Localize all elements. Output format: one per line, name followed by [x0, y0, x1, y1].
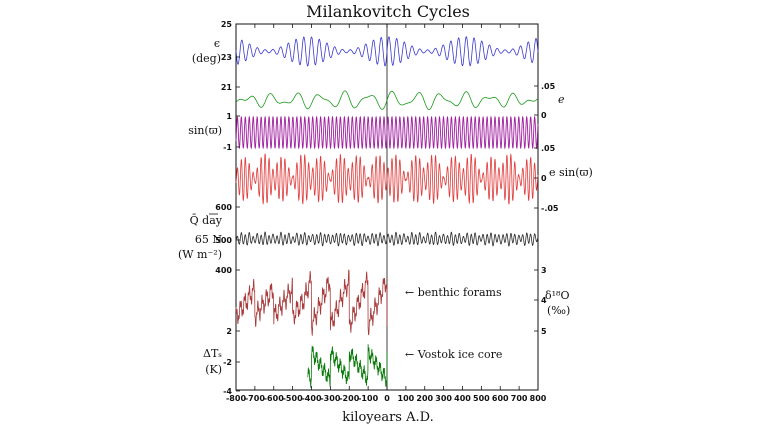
benthic-right-tick-label: 3	[541, 266, 547, 275]
obliquity-unit-label: (deg)	[192, 52, 221, 65]
esinw-right-tick-label: 0	[541, 174, 547, 183]
insolation-latitude-label: 65 N	[195, 233, 222, 246]
delta18o-label: δ¹⁸O	[545, 289, 569, 302]
insolation-symbol-label: Q̄ day	[190, 214, 223, 227]
esinw-label: e sin(ϖ)	[549, 166, 593, 179]
benthic-left-tick-label: 2	[226, 327, 232, 336]
x-tick-label: -300	[320, 394, 340, 403]
x-tick-label: 600	[492, 394, 509, 403]
obliquity-left-tick-label: 23	[221, 53, 232, 62]
esinw-series-line	[235, 153, 539, 205]
eccentricity-right-tick-label: 0	[541, 111, 547, 120]
precession-left-tick-label: 1	[226, 112, 232, 121]
temperature-symbol-label: ΔTₛ	[203, 347, 222, 360]
vostok-left-tick-label: -2	[223, 358, 232, 367]
x-tick-label: -800	[226, 394, 246, 403]
x-tick-label: -100	[358, 394, 378, 403]
precession-left-tick-label: -1	[223, 143, 232, 152]
insolation-series-line	[235, 231, 539, 247]
x-tick-label: 500	[473, 394, 490, 403]
series-layer	[235, 36, 539, 388]
benthic-series-line	[235, 269, 388, 337]
benthic-right-tick-label: 5	[541, 327, 547, 336]
eccentricity-series-line	[235, 90, 539, 110]
x-tick-label: -400	[301, 394, 321, 403]
temperature-unit-label: (K)	[205, 363, 222, 376]
eccentricity-right-tick-label: .05	[541, 82, 556, 91]
precession-right-tick-label: .05	[541, 144, 556, 153]
x-tick-label: 100	[398, 394, 415, 403]
obliquity-series-line	[235, 36, 539, 67]
obliquity-symbol-label: ϵ	[214, 37, 220, 50]
eccentricity-label: e	[558, 93, 565, 106]
chart-title: Milankovitch Cycles	[306, 2, 470, 21]
x-tick-label: -700	[245, 394, 265, 403]
esinw-right-tick-label: -.05	[541, 204, 559, 213]
precession-series-line	[235, 115, 539, 150]
x-tick-label: 300	[435, 394, 452, 403]
x-tick-label: 800	[530, 394, 547, 403]
esinw-left-tick-label: 600	[215, 203, 232, 212]
benthic-annotation: ← benthic forams	[405, 286, 502, 299]
insolation-left-tick-label: 500	[215, 236, 232, 245]
insolation-left-tick-label: 400	[215, 266, 232, 275]
x-tick-label: 400	[454, 394, 471, 403]
vostok-series-line	[307, 344, 388, 388]
tick-layer: 252321.0501-1.056000-.055004002345-2-4-8…	[209, 20, 559, 403]
vostok-annotation: ← Vostok ice core	[405, 348, 502, 361]
x-axis-label: kiloyears A.D.	[342, 410, 433, 425]
x-tick-label: -500	[283, 394, 303, 403]
eccentricity-left-tick-label: 21	[221, 83, 233, 92]
x-tick-label: -200	[339, 394, 359, 403]
x-tick-label: 0	[384, 394, 390, 403]
obliquity-left-tick-label: 25	[221, 20, 233, 29]
x-tick-label: 700	[511, 394, 528, 403]
delta18o-unit-label: (‰)	[547, 304, 570, 317]
insolation-unit-label: (W m⁻²)	[178, 248, 222, 261]
vostok-left-tick-label: -4	[223, 387, 232, 396]
benthic-right-tick-label: 4	[541, 296, 547, 305]
precession-label: sin(ϖ)	[188, 124, 222, 137]
x-tick-label: 200	[416, 394, 433, 403]
x-tick-label: -600	[264, 394, 284, 403]
